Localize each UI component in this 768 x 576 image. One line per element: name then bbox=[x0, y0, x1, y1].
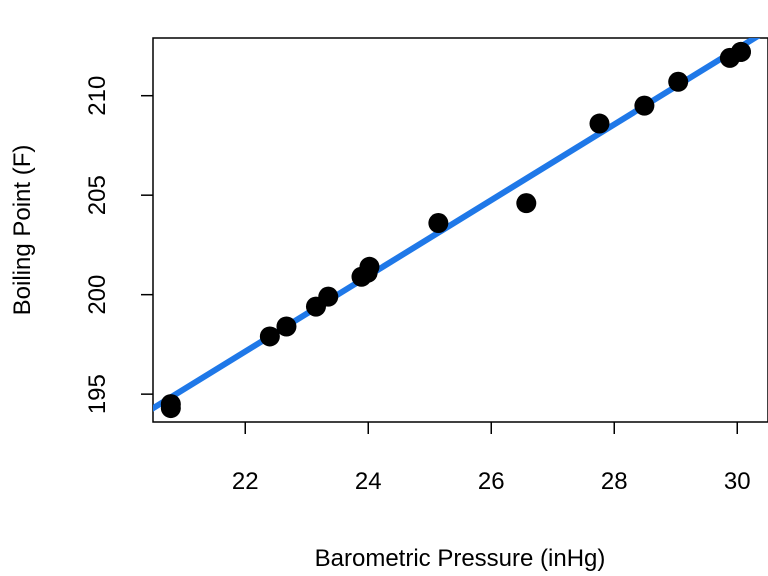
x-tick-label-28: 28 bbox=[601, 468, 628, 495]
data-point-5 bbox=[318, 286, 339, 307]
data-point-16 bbox=[730, 41, 751, 62]
data-point-13 bbox=[668, 71, 689, 92]
data-points-layer bbox=[160, 41, 751, 419]
data-point-2 bbox=[259, 326, 280, 347]
y-tick-label-205: 205 bbox=[84, 175, 111, 215]
data-point-8 bbox=[359, 256, 380, 277]
data-point-10 bbox=[516, 193, 537, 214]
x-tick-label-30: 30 bbox=[724, 468, 751, 495]
y-tick-label-195: 195 bbox=[84, 374, 111, 414]
data-point-9 bbox=[428, 213, 449, 234]
x-tick-label-26: 26 bbox=[478, 468, 505, 495]
y-axis: 195 200 205 210 bbox=[84, 76, 153, 414]
regression-line bbox=[153, 38, 761, 412]
data-point-11 bbox=[589, 113, 610, 134]
data-point-12 bbox=[634, 95, 655, 116]
y-tick-label-200: 200 bbox=[84, 275, 111, 315]
y-tick-label-210: 210 bbox=[84, 76, 111, 116]
regression-line-layer bbox=[153, 38, 761, 412]
y-axis-label: Boiling Point (F) bbox=[9, 145, 36, 316]
x-axis-label: Barometric Pressure (inHg) bbox=[315, 545, 606, 572]
x-tick-label-22: 22 bbox=[232, 468, 259, 495]
x-tick-label-24: 24 bbox=[355, 468, 382, 495]
x-axis: 22 24 26 28 30 bbox=[232, 422, 751, 495]
data-point-3 bbox=[276, 316, 297, 337]
data-point-1 bbox=[160, 398, 181, 419]
plot-frame bbox=[152, 37, 768, 423]
